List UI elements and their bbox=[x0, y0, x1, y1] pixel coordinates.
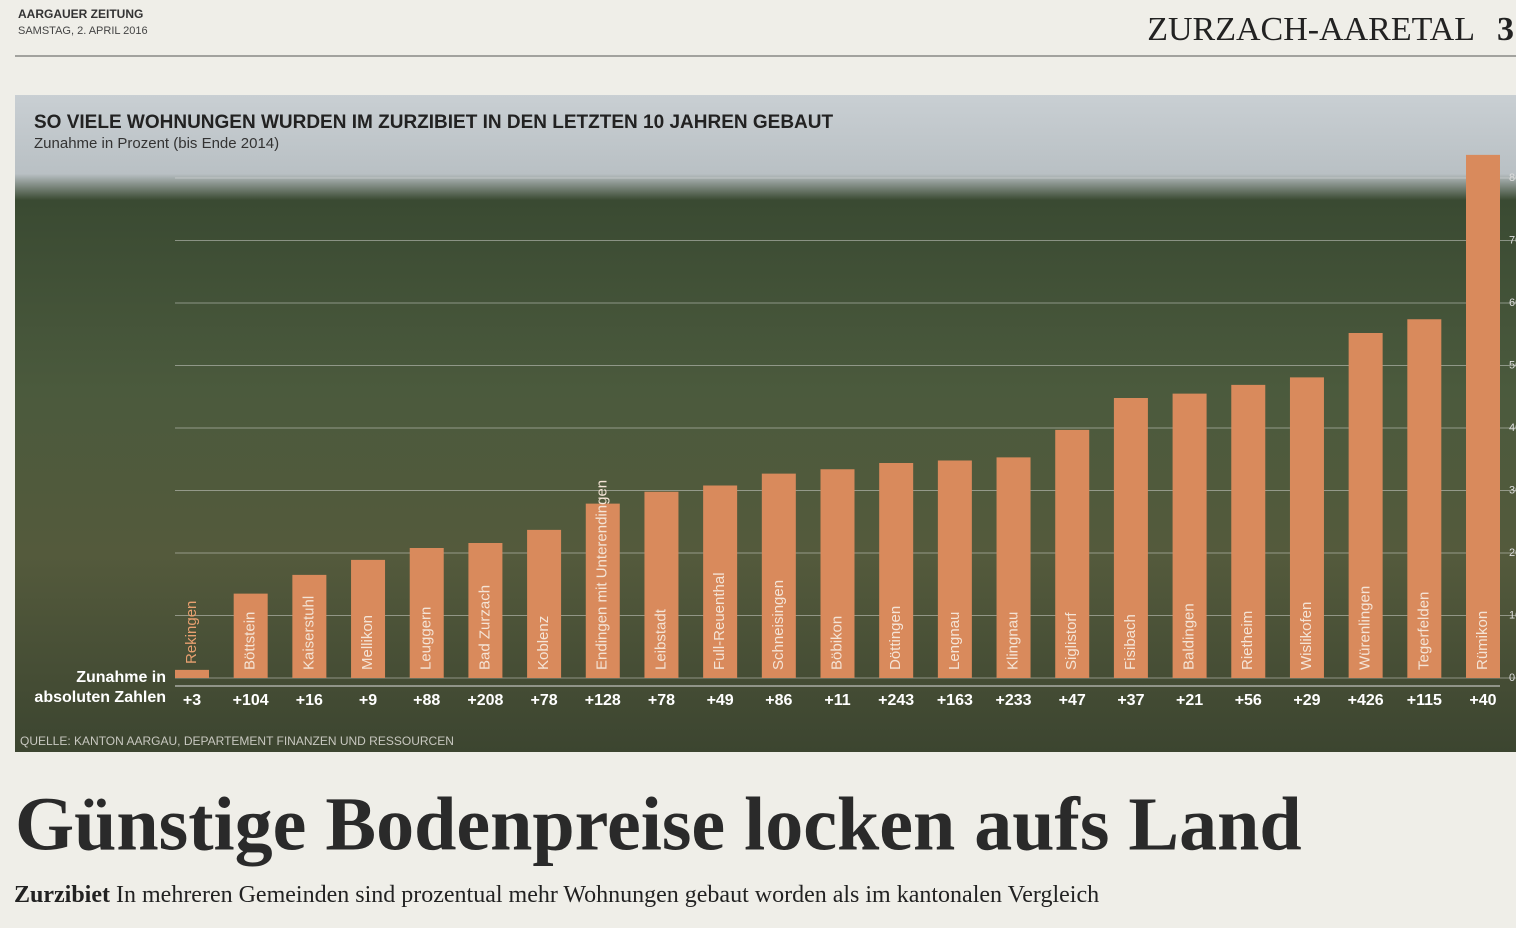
bar bbox=[996, 457, 1031, 678]
bar bbox=[644, 491, 679, 678]
category-label: Fisibach bbox=[1122, 614, 1139, 670]
absolute-title: absoluten Zahlen bbox=[34, 689, 166, 706]
absolute-label: +243 bbox=[878, 692, 914, 709]
kicker: Zurzibiet bbox=[14, 882, 110, 908]
category-label: Döttingen bbox=[887, 606, 904, 670]
date: SAMSTAG, 2. APRIL 2016 bbox=[18, 25, 148, 37]
bar bbox=[409, 548, 444, 678]
y-tick-label: 50 bbox=[1509, 359, 1516, 371]
bar bbox=[1055, 429, 1090, 678]
absolute-label: +208 bbox=[467, 692, 503, 709]
bar bbox=[820, 469, 855, 678]
category-label: Kaiserstuhl bbox=[300, 596, 317, 670]
absolute-label: +128 bbox=[585, 692, 621, 709]
bar bbox=[1289, 377, 1324, 678]
category-label: Bad Zurzach bbox=[476, 585, 493, 670]
bar bbox=[1466, 154, 1500, 678]
y-tick-label: 70 bbox=[1509, 234, 1516, 246]
absolute-label: +3 bbox=[183, 692, 201, 709]
category-label: Leibstadt bbox=[652, 608, 669, 670]
category-label: Full-Reuenthal bbox=[711, 572, 728, 670]
category-label: Mellikon bbox=[359, 615, 376, 670]
y-tick-label: 10 bbox=[1509, 609, 1516, 621]
bar bbox=[761, 473, 796, 678]
absolute-label: +88 bbox=[413, 692, 440, 709]
absolute-label: +78 bbox=[531, 692, 558, 709]
bar bbox=[233, 593, 268, 678]
absolute-title: Zunahme in bbox=[76, 669, 166, 686]
absolute-label: +115 bbox=[1407, 692, 1442, 709]
y-tick-label: 60 bbox=[1509, 297, 1516, 309]
category-label: Siglistorf bbox=[1063, 612, 1080, 670]
category-label: Baldingen bbox=[1181, 603, 1198, 670]
category-label: Endingen mit Unterendingen bbox=[594, 480, 611, 670]
absolute-label: +233 bbox=[996, 692, 1032, 709]
y-tick-label: 30 bbox=[1509, 484, 1516, 496]
category-label: Klingnau bbox=[1005, 612, 1022, 670]
category-label: Rümikon bbox=[1474, 611, 1491, 670]
category-label: Böttstein bbox=[242, 612, 259, 670]
absolute-label: +11 bbox=[824, 692, 850, 709]
y-tick-label: 80 bbox=[1509, 172, 1516, 184]
headline: Günstige Bodenpreise locken aufs Land bbox=[15, 782, 1302, 866]
absolute-label: +9 bbox=[359, 692, 377, 709]
absolute-label: +426 bbox=[1348, 692, 1384, 709]
absolute-label: +47 bbox=[1059, 692, 1086, 709]
absolute-label: +16 bbox=[296, 692, 323, 709]
bar bbox=[1231, 384, 1266, 678]
absolute-label: +104 bbox=[233, 692, 269, 709]
absolute-label: +29 bbox=[1293, 692, 1320, 709]
category-label: Böbikon bbox=[828, 616, 845, 670]
y-tick-label: 20 bbox=[1509, 547, 1516, 559]
bar bbox=[703, 485, 738, 678]
category-label: Lengnau bbox=[946, 612, 963, 670]
absolute-label: +56 bbox=[1235, 692, 1262, 709]
paper-name: AARGAUER ZEITUNG bbox=[18, 7, 143, 21]
bar bbox=[879, 463, 914, 678]
bar bbox=[1113, 398, 1148, 678]
category-label: Rekingen bbox=[183, 601, 200, 664]
category-label: Rietheim bbox=[1239, 611, 1256, 670]
bar bbox=[292, 574, 327, 678]
absolute-label: +163 bbox=[937, 692, 973, 709]
category-label: Tegerfelden bbox=[1415, 592, 1432, 670]
bar bbox=[585, 503, 620, 678]
category-label: Schneisingen bbox=[770, 580, 787, 670]
chart-title: SO VIELE WOHNUNGEN WURDEN IM ZURZIBIET I… bbox=[34, 112, 833, 133]
category-label: Würenlingen bbox=[1357, 586, 1374, 670]
bar bbox=[1407, 319, 1442, 678]
absolute-label: +49 bbox=[707, 692, 734, 709]
category-label: Wislikofen bbox=[1298, 602, 1315, 670]
bar bbox=[1172, 393, 1207, 678]
absolute-label: +78 bbox=[648, 692, 675, 709]
y-tick-label: 0 bbox=[1509, 672, 1515, 684]
absolute-label: +40 bbox=[1469, 692, 1496, 709]
category-label: Koblenz bbox=[535, 616, 552, 670]
bar bbox=[468, 543, 503, 678]
page-number: 3 bbox=[1497, 11, 1514, 48]
absolute-label: +37 bbox=[1117, 692, 1144, 709]
absolute-label: +21 bbox=[1176, 692, 1203, 709]
bar bbox=[527, 529, 562, 678]
chart-subtitle: Zunahme in Prozent (bis Ende 2014) bbox=[34, 135, 279, 152]
category-label: Leuggern bbox=[418, 607, 435, 670]
section: ZURZACH-AARETAL bbox=[1147, 11, 1475, 48]
bar bbox=[937, 460, 972, 678]
bar bbox=[351, 559, 386, 678]
lead: Zurzibiet In mehreren Gemeinden sind pro… bbox=[14, 882, 1099, 908]
absolute-label: +86 bbox=[765, 692, 792, 709]
bar bbox=[175, 669, 209, 678]
lead-text: In mehreren Gemeinden sind prozentual me… bbox=[116, 882, 1099, 908]
source: QUELLE: KANTON AARGAU, DEPARTEMENT FINAN… bbox=[20, 734, 454, 748]
y-tick-label: 40 bbox=[1509, 422, 1516, 434]
bar bbox=[1348, 333, 1383, 678]
